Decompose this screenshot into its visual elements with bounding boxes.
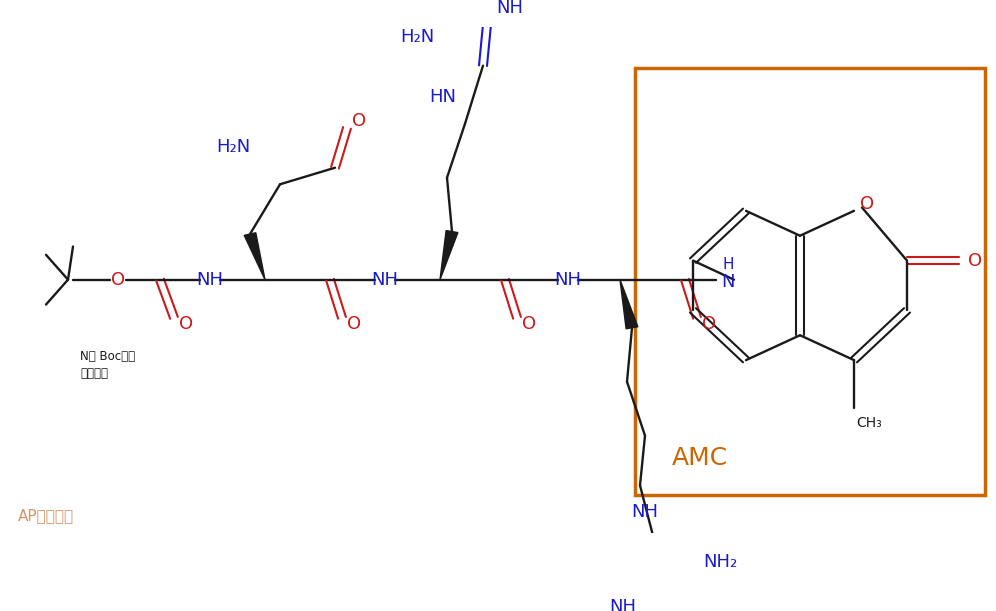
Text: N端 Boc保护: N端 Boc保护 [80,350,135,364]
Polygon shape [244,233,265,280]
Text: H: H [722,257,734,273]
Text: NH₂: NH₂ [703,553,737,571]
Text: NH: NH [196,271,223,288]
Text: N: N [721,273,735,291]
Text: NH: NH [496,0,524,16]
Text: 对酸敏感: 对酸敏感 [80,367,108,380]
Text: NH: NH [555,271,582,288]
Text: AP专肽生物: AP专肽生物 [18,508,74,524]
Text: O: O [702,315,716,334]
Text: NH: NH [372,271,398,288]
Text: O: O [111,271,125,288]
Text: H₂N: H₂N [216,138,250,156]
Text: O: O [352,112,367,130]
Text: H₂N: H₂N [400,27,435,46]
Polygon shape [440,230,458,280]
Bar [635,68,985,496]
Text: CH₃: CH₃ [856,416,881,430]
Text: O: O [522,315,536,334]
Text: HN: HN [429,88,456,106]
Text: O: O [860,195,874,213]
Text: O: O [968,252,982,269]
Polygon shape [620,280,637,329]
Text: NH: NH [610,598,636,611]
Text: NH: NH [631,503,658,521]
Text: O: O [179,315,193,334]
Text: O: O [347,315,362,334]
Text: AMC: AMC [672,446,728,470]
